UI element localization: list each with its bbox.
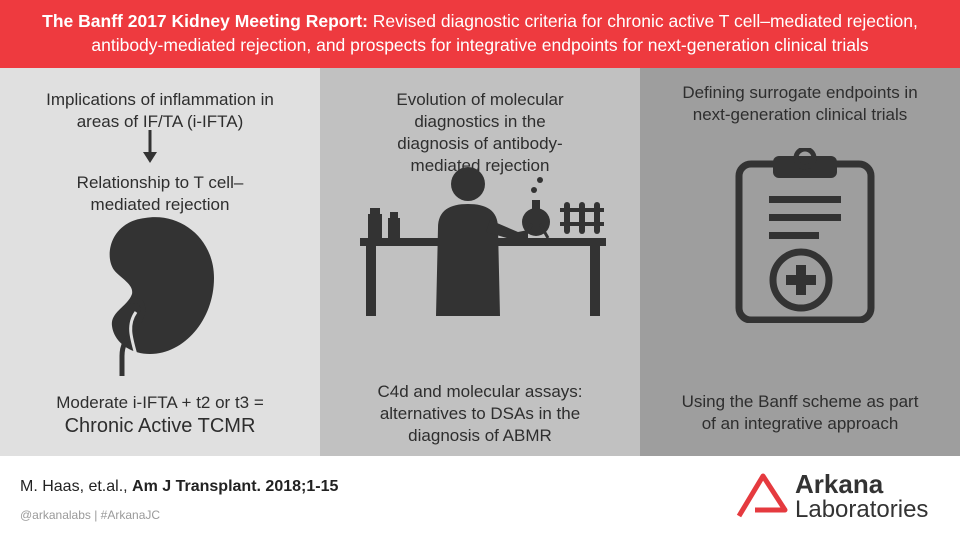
panel1-bottom-line2: Chronic Active TCMR [64,415,256,437]
citation-authors: M. Haas, et.al., [20,478,128,495]
kidney-icon [109,217,214,376]
panel1-mid-text: Relationship to T cell–mediated rejectio… [76,173,244,214]
panel1-top-text: Implications of inflammation in areas of… [46,90,274,131]
header-title-line1: The Banff 2017 Kidney Meeting Report: Re… [0,9,960,33]
citation-journal: Am J Transplant. 2018;1-15 [132,478,339,495]
laboratory-scientist-icon [360,167,606,316]
panel-molecular-diagnostics: Evolution of molecular diagnostics in th… [320,68,640,456]
arkana-logo-icon [736,473,788,518]
panel3-top-text: Defining surrogate endpoints in next-gen… [682,83,918,124]
header-title-rest: Revised diagnostic criteria for chronic … [367,11,918,31]
brand-name-line1: Arkana [795,469,884,499]
panel-i-ifta: Implications of inflammation in areas of… [0,68,320,456]
header-title-line2: antibody-mediated rejection, and prospec… [91,35,869,55]
down-arrow-icon [143,130,157,163]
social-handles: @arkanalabs | #ArkanaJC [20,508,161,522]
footer [0,456,960,540]
panel1-bottom-line1: Moderate i-IFTA + t2 or t3 = [56,393,264,412]
header-title-bold: The Banff 2017 Kidney Meeting Report: [42,11,368,31]
panel2-bottom-text: C4d and molecular assays: alternatives t… [377,382,583,445]
panel-surrogate-endpoints: Defining surrogate endpoints in next-gen… [640,68,960,456]
citation: M. Haas, et.al., Am J Transplant. 2018;1… [20,478,338,496]
header-banner: The Banff 2017 Kidney Meeting Report: Re… [0,0,960,68]
brand-name-line2: Laboratories [795,496,929,523]
panel3-bottom-text: Using the Banff scheme as part of an int… [681,392,919,433]
panel2-top-text: Evolution of molecular diagnostics in th… [396,90,564,175]
clipboard-medical-icon [735,148,875,323]
